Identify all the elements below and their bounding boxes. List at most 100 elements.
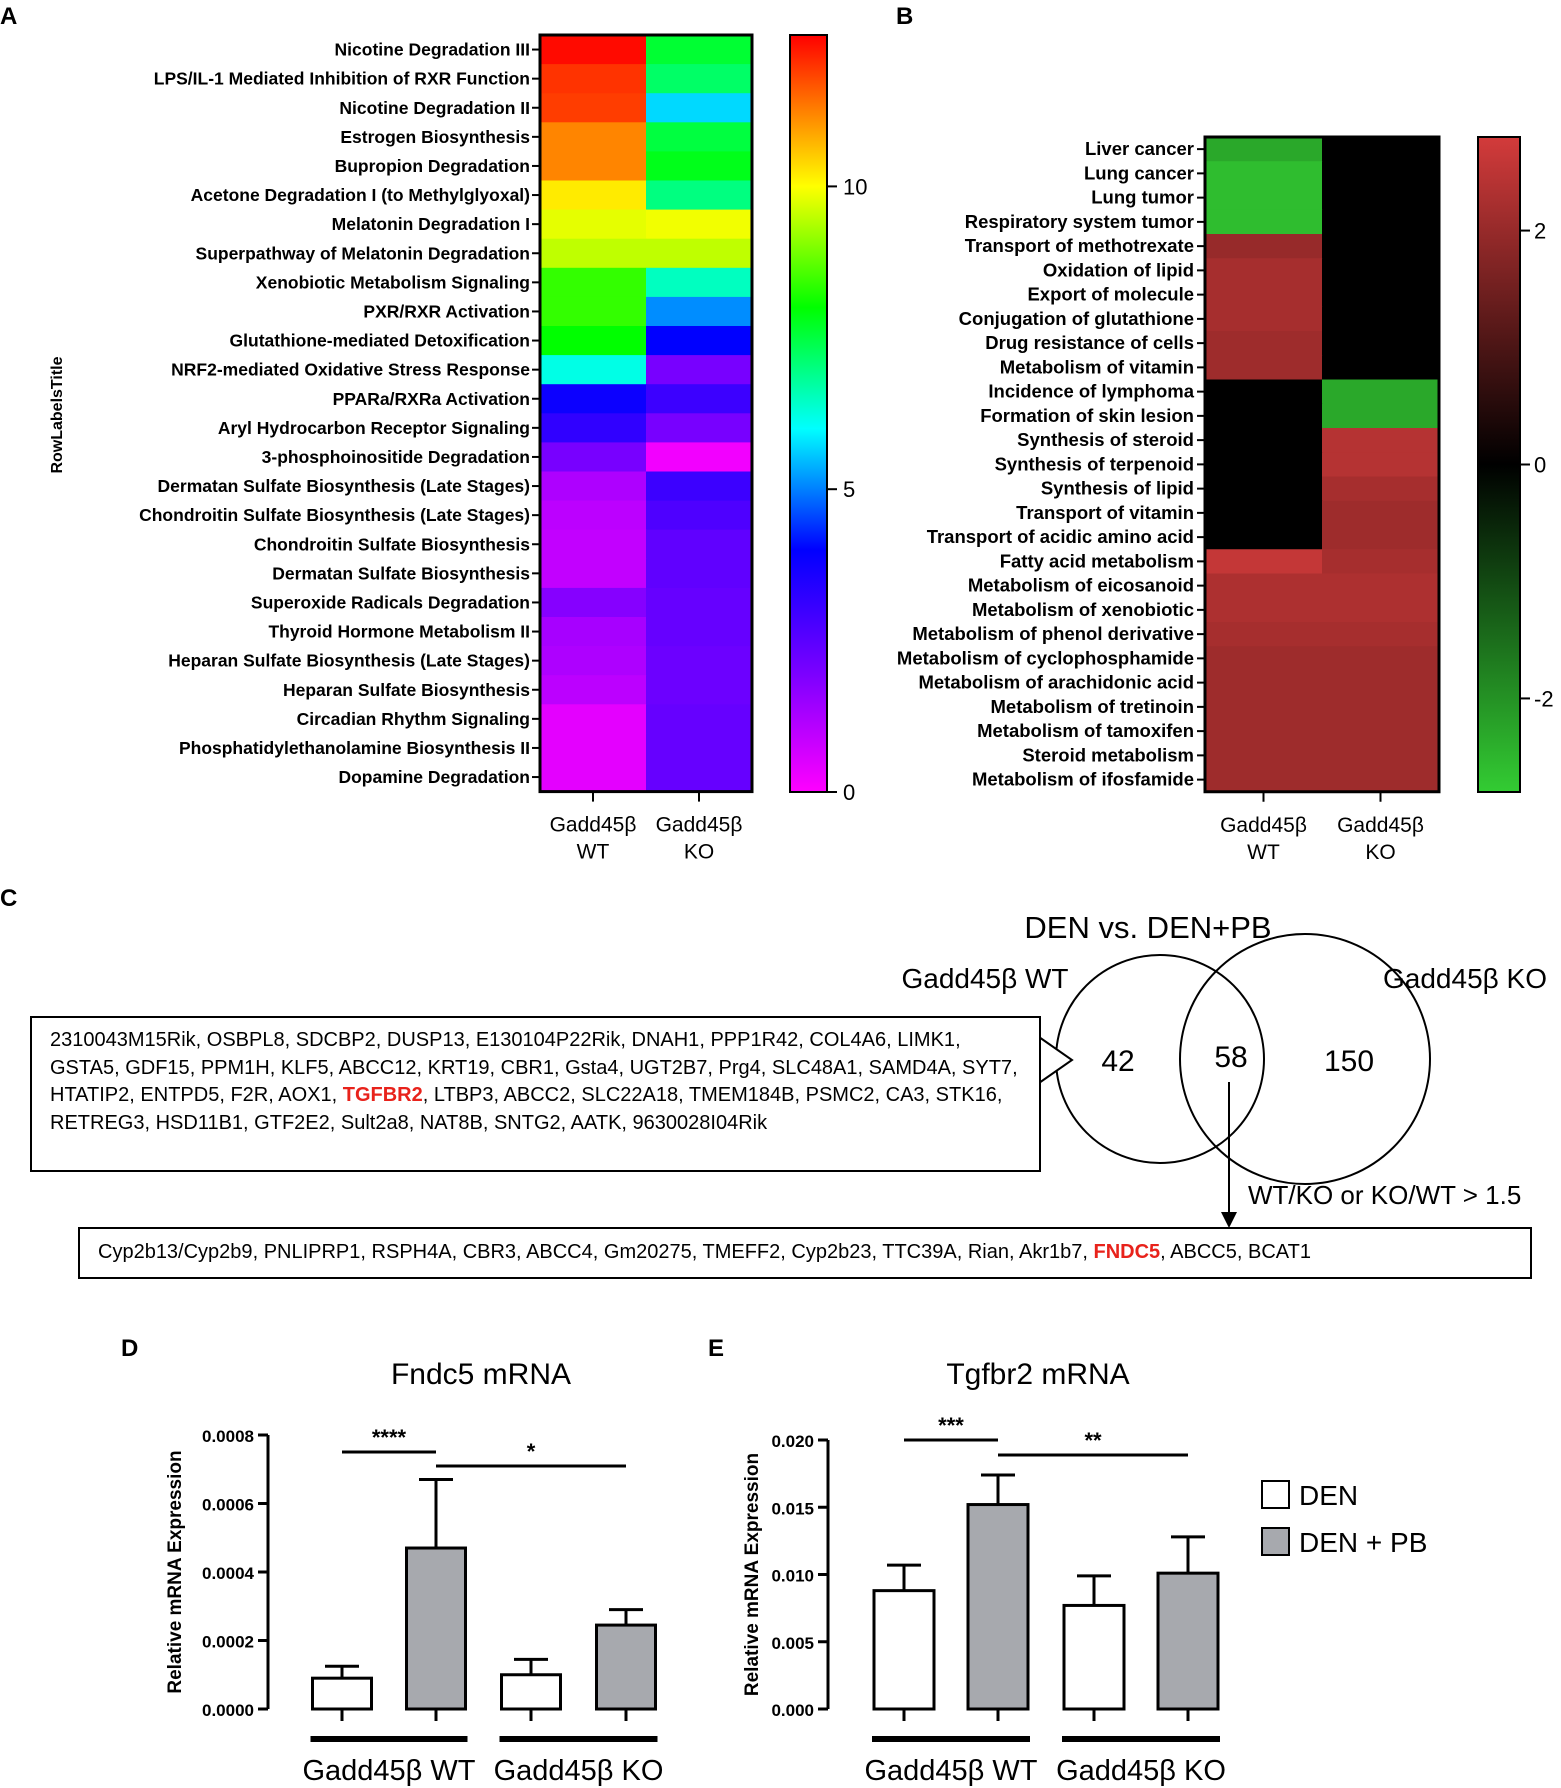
bar-group-label: Gadd45β KO bbox=[1056, 1755, 1226, 1787]
heat-b-cell-metabolism-of-cyclophosphamide-1 bbox=[1322, 646, 1440, 671]
heat-a-cell-dermatan-sulfate-biosynthesis-late-stages-1 bbox=[646, 471, 753, 502]
heat-a-cell-aryl-hydrocarbon-receptor-signaling-0 bbox=[540, 413, 647, 443]
heat-a-cell-chondroitin-sulfate-biosynthesis-late-stages-0 bbox=[540, 500, 647, 531]
gene-ttc39a: TTC39A bbox=[882, 1241, 957, 1263]
heat-b-row-label: Metabolism of ifosfamide bbox=[972, 769, 1194, 790]
bar-group-label: Gadd45β KO bbox=[494, 1755, 664, 1787]
bar-y-tick-label: 0.0008 bbox=[202, 1427, 254, 1446]
heat-b-cell-metabolism-of-arachidonic-acid-1 bbox=[1322, 670, 1440, 696]
gene-abcc12: ABCC12 bbox=[338, 1056, 417, 1079]
gene-ppm1h: PPM1H bbox=[200, 1056, 270, 1079]
gene-akr1b7: Akr1b7 bbox=[1018, 1241, 1083, 1263]
gene-slc22a18: SLC22A18 bbox=[581, 1084, 679, 1106]
bar-group-label: Gadd45β WT bbox=[302, 1755, 475, 1787]
heat-a-cell-thyroid-hormone-metabolism-ii-1 bbox=[646, 617, 753, 647]
heat-a-cell-circadian-rhythm-signaling-0 bbox=[540, 704, 647, 734]
heat-b-cell-transport-of-vitamin-0 bbox=[1205, 500, 1323, 526]
gene-gdf15: GDF15 bbox=[125, 1056, 190, 1079]
sig-label-1: **** bbox=[372, 1425, 407, 1450]
heat-a-row-label: Aryl Hydrocarbon Receptor Signaling bbox=[218, 418, 530, 438]
gene-krt19: KRT19 bbox=[427, 1056, 490, 1079]
heat-b-row-label: Lung tumor bbox=[1091, 187, 1194, 208]
heat-a-row-label: Dopamine Degradation bbox=[338, 767, 530, 787]
heat-a-row-label: Thyroid Hormone Metabolism II bbox=[268, 622, 530, 642]
bar-title: Fndc5 mRNA bbox=[391, 1358, 571, 1391]
gene-tgfbr2: TGFBR2 bbox=[342, 1084, 423, 1106]
heat-b-cell-conjugation-of-glutathione-1 bbox=[1322, 306, 1440, 332]
bar-y-label: Relative mRNA Expression bbox=[742, 1453, 763, 1696]
bar-y-label: Relative mRNA Expression bbox=[165, 1450, 186, 1693]
heat-a-cell-chondroitin-sulfate-biosynthesis-1 bbox=[646, 529, 753, 560]
heat-b-row-label: Oxidation of lipid bbox=[1043, 259, 1194, 280]
heat-a-row-label: Bupropion Degradation bbox=[335, 156, 530, 176]
gene-htatip2: HTATIP2 bbox=[50, 1084, 130, 1106]
heat-a-row-label: 3-phosphoinositide Degradation bbox=[262, 447, 530, 467]
heat-a-cell-xenobiotic-metabolism-signaling-0 bbox=[540, 267, 647, 298]
heat-a-cell-acetone-degradation-i-to-methylglyoxal-0 bbox=[540, 180, 647, 211]
heat-a-cell-lps-il-1-mediated-inhibition-of-rxr-function-0 bbox=[540, 64, 647, 94]
heat-a-row-label: Chondroitin Sulfate Biosynthesis (Late S… bbox=[139, 505, 530, 525]
heat-a-col-label: WT bbox=[577, 841, 610, 864]
heat-a-cell-melatonin-degradation-i-1 bbox=[646, 209, 753, 240]
gene-entpd5: ENTPD5 bbox=[140, 1084, 220, 1106]
heat-b-cell-oxidation-of-lipid-1 bbox=[1322, 258, 1440, 283]
heat-b-row-label: Metabolism of vitamin bbox=[1000, 356, 1194, 377]
gene-list-overlap: Cyp2b13/Cyp2b9, PNLIPRP1, RSPH4A, CBR3, … bbox=[78, 1227, 1532, 1279]
venn-left-label: Gadd45β WT bbox=[901, 963, 1068, 994]
heat-b-cell-lung-cancer-0 bbox=[1205, 161, 1323, 186]
gene-list-wt-only: 2310043M15Rik, OSBPL8, SDCBP2, DUSP13, E… bbox=[30, 1016, 1041, 1172]
heat-b-cell-synthesis-of-steroid-1 bbox=[1322, 428, 1440, 453]
heat-a-cell-estrogen-biosynthesis-1 bbox=[646, 122, 753, 152]
heat-a-cell-heparan-sulfate-biosynthesis-late-stages-0 bbox=[540, 646, 647, 676]
bar-den-pb-1 bbox=[1156, 1571, 1220, 1711]
panel-label-d: D bbox=[121, 1335, 138, 1362]
sig-label-2: ** bbox=[1084, 1428, 1102, 1453]
colorbar-a-tick-label: 10 bbox=[843, 174, 867, 199]
heat-b-cell-metabolism-of-tamoxifen-0 bbox=[1205, 719, 1323, 744]
bar-y-tick-label: 0.010 bbox=[771, 1567, 814, 1586]
heat-b-cell-incidence-of-lymphoma-1 bbox=[1322, 379, 1440, 405]
heat-b-cell-drug-resistance-of-cells-1 bbox=[1322, 331, 1440, 356]
heat-b-cell-synthesis-of-terpenoid-1 bbox=[1322, 452, 1440, 477]
heat-b-cell-metabolism-of-tamoxifen-1 bbox=[1322, 719, 1440, 744]
heat-a-row-label: Acetone Degradation I (to Methylglyoxal) bbox=[191, 185, 530, 205]
heat-b-row-label: Transport of vitamin bbox=[1016, 502, 1194, 523]
heat-b-col-label: Gadd45β bbox=[1220, 814, 1307, 837]
heat-b-cell-steroid-metabolism-1 bbox=[1322, 743, 1440, 768]
bar-y-tick-label: 0.005 bbox=[771, 1634, 814, 1653]
venn-right-label: Gadd45β KO bbox=[1383, 963, 1547, 994]
heat-a-cell-dopamine-degradation-1 bbox=[646, 762, 753, 793]
heat-b-row-label: Metabolism of tamoxifen bbox=[977, 720, 1194, 741]
gene-stk16: STK16 bbox=[935, 1084, 997, 1106]
heat-a-cell-superpathway-of-melatonin-degradation-0 bbox=[540, 238, 647, 269]
heat-b-cell-oxidation-of-lipid-0 bbox=[1205, 258, 1323, 283]
gene-nat8b: NAT8B bbox=[419, 1111, 483, 1134]
heat-b-col-label: Gadd45β bbox=[1337, 814, 1424, 837]
heat-b-cell-synthesis-of-lipid-1 bbox=[1322, 476, 1440, 502]
heatmap-a-ylabel: RowLabelsTitle bbox=[49, 356, 66, 473]
gene-cbr1: CBR1 bbox=[500, 1056, 554, 1079]
bar-y-tick-label: 0.0006 bbox=[202, 1496, 254, 1515]
bar-y-tick-label: 0.000 bbox=[771, 1701, 814, 1720]
heat-a-cell-chondroitin-sulfate-biosynthesis-late-stages-1 bbox=[646, 500, 753, 531]
heat-b-row-label: Metabolism of eicosanoid bbox=[968, 575, 1194, 596]
heat-a-row-label: LPS/IL-1 Mediated Inhibition of RXR Func… bbox=[154, 69, 530, 89]
heat-b-row-label: Steroid metabolism bbox=[1022, 744, 1194, 765]
heatmap-b: Liver cancer Lung cancer Lung tumor Respira… bbox=[897, 135, 1441, 864]
heat-b-cell-lung-tumor-0 bbox=[1205, 185, 1323, 211]
heat-a-cell-pxr-rxr-activation-1 bbox=[646, 296, 753, 327]
bar-den-pb-0 bbox=[405, 1546, 467, 1711]
heat-a-cell-heparan-sulfate-biosynthesis-0 bbox=[540, 675, 647, 705]
heat-a-cell-ppara-rxra-activation-1 bbox=[646, 384, 753, 414]
heat-b-cell-metabolism-of-ifosfamide-1 bbox=[1322, 767, 1440, 793]
gene-gsta5: GSTA5 bbox=[50, 1056, 115, 1079]
heat-b-cell-metabolism-of-phenol-derivative-0 bbox=[1205, 622, 1323, 647]
gene-sdcbp2: SDCBP2 bbox=[295, 1029, 376, 1051]
bar-y-tick-label: 0.0004 bbox=[202, 1564, 255, 1583]
heat-a-col-label: Gadd45β bbox=[550, 814, 637, 837]
heat-a-cell-superoxide-radicals-degradation-0 bbox=[540, 587, 647, 618]
bar-den-1 bbox=[1062, 1603, 1126, 1711]
heat-a-cell-glutathione-mediated-detoxification-0 bbox=[540, 326, 647, 356]
heat-b-cell-transport-of-vitamin-1 bbox=[1322, 500, 1440, 526]
heat-b-cell-respiratory-system-tumor-0 bbox=[1205, 209, 1323, 235]
